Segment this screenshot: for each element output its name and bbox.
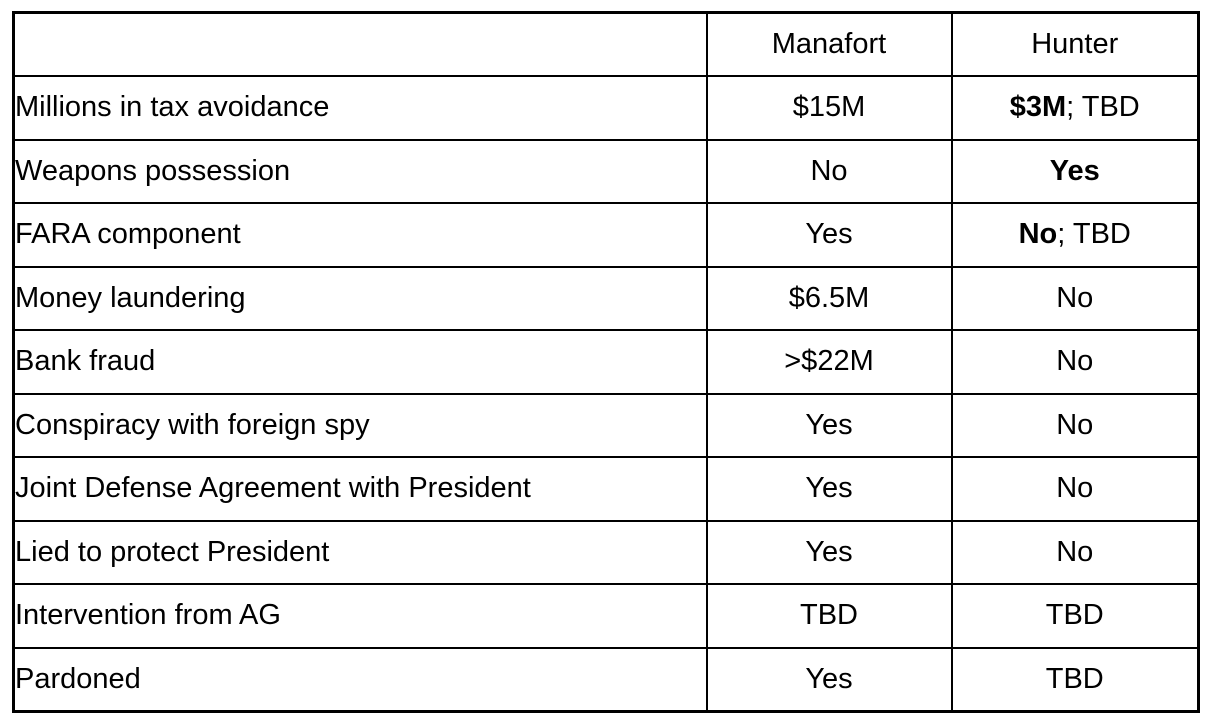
row-label: Weapons possession: [12, 138, 708, 204]
hunter-value-rest: ; TBD: [1057, 218, 1131, 251]
table-row: Millions in tax avoidance $15M $3M; TBD: [12, 75, 1200, 141]
manafort-value: No: [705, 138, 953, 204]
hunter-value: No: [950, 456, 1200, 522]
hunter-value: TBD: [950, 583, 1200, 649]
table-row: Conspiracy with foreign spy Yes No: [12, 392, 1200, 458]
manafort-value: >$22M: [705, 329, 953, 395]
hunter-value: TBD: [950, 646, 1200, 712]
row-label: Pardoned: [12, 646, 708, 712]
hunter-value-rest: TBD: [1045, 662, 1104, 695]
hunter-value-bold: $3M: [1009, 91, 1067, 124]
hunter-value-rest: No: [1056, 345, 1094, 378]
table-row: Bank fraud >$22M No: [12, 329, 1200, 395]
row-label: Lied to protect President: [12, 519, 708, 585]
comparison-table: Manafort Hunter Millions in tax avoidanc…: [12, 11, 1200, 713]
manafort-value: $15M: [705, 75, 953, 141]
hunter-value-rest: No: [1056, 281, 1094, 314]
column-header-hunter: Hunter: [950, 11, 1200, 77]
hunter-value: No; TBD: [950, 202, 1200, 268]
hunter-value-rest: No: [1056, 408, 1094, 441]
row-label: Intervention from AG: [12, 583, 708, 649]
table-row: Intervention from AG TBD TBD: [12, 583, 1200, 649]
table-row: Pardoned Yes TBD: [12, 646, 1200, 712]
manafort-value: $6.5M: [705, 265, 953, 331]
table-row: Joint Defense Agreement with President Y…: [12, 456, 1200, 522]
manafort-value: Yes: [705, 202, 953, 268]
column-header-manafort: Manafort: [705, 11, 953, 77]
header-row: Manafort Hunter: [12, 11, 1200, 77]
hunter-value-rest: No: [1056, 472, 1094, 505]
hunter-value-bold: Yes: [1049, 154, 1100, 187]
row-label: FARA component: [12, 202, 708, 268]
hunter-value-bold: No: [1018, 218, 1058, 251]
manafort-value: Yes: [705, 392, 953, 458]
row-label: Conspiracy with foreign spy: [12, 392, 708, 458]
manafort-value: Yes: [705, 456, 953, 522]
table-row: Weapons possession No Yes: [12, 138, 1200, 204]
manafort-value: Yes: [705, 519, 953, 585]
hunter-value: Yes: [950, 138, 1200, 204]
hunter-value-rest: TBD: [1045, 599, 1104, 632]
hunter-value: No: [950, 392, 1200, 458]
table-row: Lied to protect President Yes No: [12, 519, 1200, 585]
corner-cell: [12, 11, 708, 77]
row-label: Millions in tax avoidance: [12, 75, 708, 141]
hunter-value-rest: No: [1056, 535, 1094, 568]
row-label: Bank fraud: [12, 329, 708, 395]
hunter-value: No: [950, 519, 1200, 585]
hunter-value: $3M; TBD: [950, 75, 1200, 141]
row-label: Money laundering: [12, 265, 708, 331]
table-row: Money laundering $6.5M No: [12, 265, 1200, 331]
manafort-value: Yes: [705, 646, 953, 712]
manafort-value: TBD: [705, 583, 953, 649]
hunter-value: No: [950, 265, 1200, 331]
hunter-value-rest: ; TBD: [1066, 91, 1140, 124]
table-row: FARA component Yes No; TBD: [12, 202, 1200, 268]
row-label: Joint Defense Agreement with President: [12, 456, 708, 522]
comparison-table-container: Manafort Hunter Millions in tax avoidanc…: [12, 11, 1200, 713]
hunter-value: No: [950, 329, 1200, 395]
